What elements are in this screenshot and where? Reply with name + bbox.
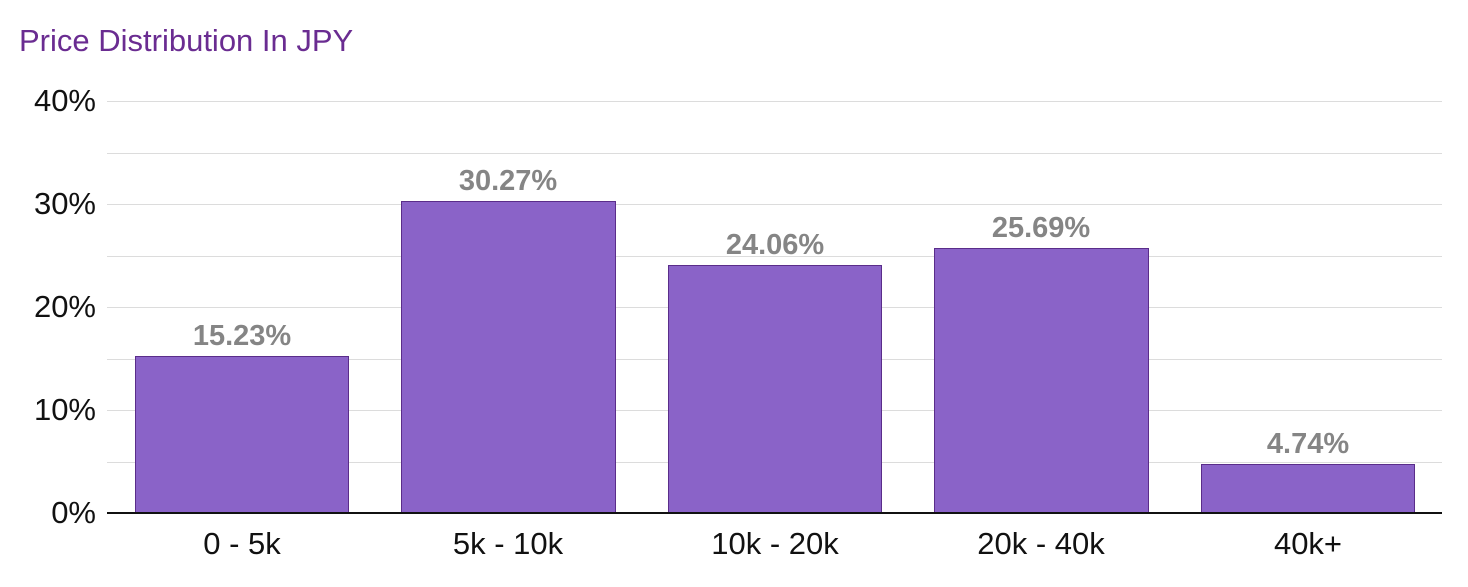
gridline-35	[107, 152, 1442, 154]
y-tick-label: 40%	[33, 83, 96, 118]
value-label: 4.74%	[1266, 428, 1350, 461]
x-tick-label: 10k - 20k	[711, 526, 839, 561]
gridline-40	[107, 101, 1442, 102]
x-tick-label: 20k - 40k	[977, 526, 1105, 561]
chart-title: Price Distribution In JPY	[19, 23, 354, 58]
x-tick-label: 40k+	[1273, 526, 1343, 561]
value-label: 15.23%	[192, 320, 292, 353]
gridline-25	[107, 255, 1442, 257]
y-tick-label: 20%	[33, 289, 96, 324]
bar-20k-40k[interactable]	[934, 248, 1149, 513]
plot-area: 15.23% 30.27% 24.06% 25.69% 4.74%	[107, 101, 1442, 514]
x-tick-label: 5k - 10k	[452, 526, 564, 561]
value-label: 24.06%	[725, 229, 825, 262]
bar-10k-20k[interactable]	[668, 265, 882, 513]
value-label: 30.27%	[458, 165, 558, 198]
bar-5k-10k[interactable]	[401, 201, 616, 513]
bar-0-5k[interactable]	[135, 356, 349, 513]
x-tick-label: 0 - 5k	[203, 526, 281, 561]
bar-40k-plus[interactable]	[1201, 464, 1415, 513]
y-tick-label: 0%	[51, 495, 96, 530]
y-tick-label: 10%	[33, 392, 96, 427]
value-label: 25.69%	[991, 212, 1091, 245]
y-tick-label: 30%	[33, 186, 96, 221]
x-axis-line	[107, 512, 1442, 514]
gridline-30	[107, 204, 1442, 205]
